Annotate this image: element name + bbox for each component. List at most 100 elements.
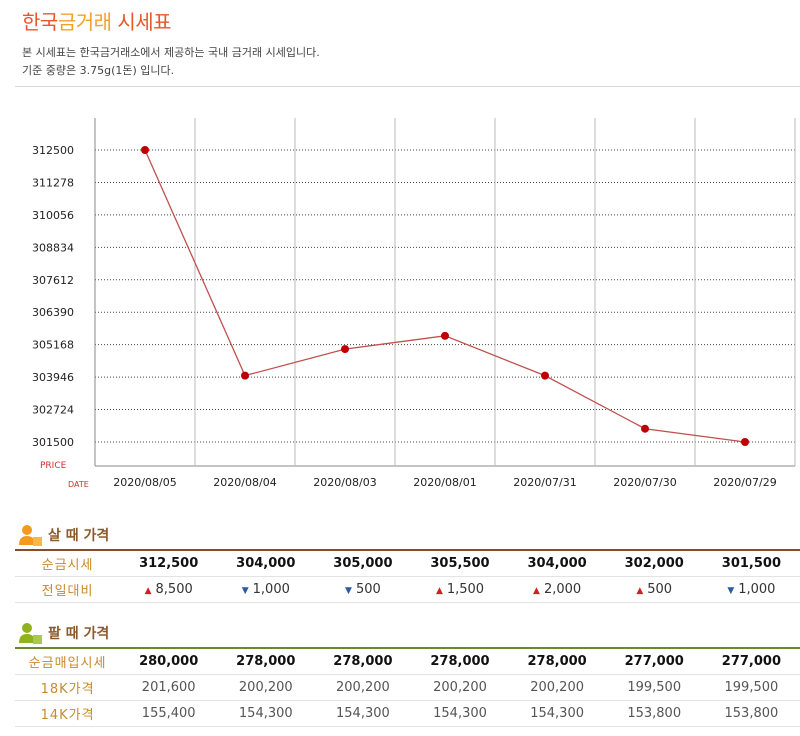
x-tick-label: 2020/07/31 — [513, 476, 576, 489]
price-cell: 301,500 — [702, 550, 800, 577]
x-tick-label: 2020/08/05 — [113, 476, 176, 489]
y-tick-label: 311278 — [32, 176, 74, 189]
row-label: 순금매입시세 — [15, 648, 121, 675]
buy-section-label: 살 때 가격 — [48, 528, 110, 544]
table-row: 순금매입시세 280,000 278,000 278,000 278,000 278,0… — [15, 648, 800, 675]
header-divider — [15, 86, 800, 87]
row-label: 18K가격 — [15, 674, 121, 701]
arrow-down-icon: ▼ — [727, 586, 735, 596]
price-cell: 278,000 — [411, 648, 509, 675]
x-tick-label: 2020/07/29 — [713, 476, 776, 489]
table-row: 14K가격 155,400 154,300 154,300 154,300 154,30… — [15, 700, 800, 727]
change-cell: ▲ 2,000 — [508, 576, 606, 603]
price-cell: 305,000 — [314, 550, 412, 577]
price-cell: 304,000 — [508, 550, 606, 577]
table-row: 전일대비 ▲ 8,500 ▼ 1,000 ▼ 500 ▲ 1,500 ▲ 2,000 ▲ 500 ▼ 1,… — [15, 576, 800, 603]
y-tick-label: 308834 — [32, 241, 74, 254]
data-point — [241, 371, 249, 380]
buy-section-title: 살 때 가격 — [18, 524, 109, 546]
price-cell: 199,500 — [702, 674, 800, 701]
y-tick-label: 305168 — [32, 339, 74, 352]
y-tick-label: 307612 — [32, 274, 74, 287]
change-cell: ▼ 1,000 — [702, 576, 800, 603]
plot-area — [95, 118, 795, 466]
x-axis-label: DATE — [68, 480, 89, 489]
sell-section-title: 팔 때 가격 — [18, 622, 109, 644]
change-cell: ▼ 500 — [314, 576, 412, 603]
change-cell: ▲ 500 — [605, 576, 703, 603]
price-cell: 312,500 — [120, 550, 218, 577]
x-tick-label: 2020/08/04 — [213, 476, 276, 489]
sell-section-label: 팔 때 가격 — [48, 626, 110, 642]
change-cell: ▲ 1,500 — [411, 576, 509, 603]
y-tick-label: 312500 — [32, 144, 74, 157]
change-value: 500 — [355, 582, 381, 597]
arrow-up-icon: ▲ — [533, 586, 540, 596]
arrow-up-icon: ▲ — [636, 586, 644, 596]
y-tick-label: 301500 — [32, 436, 74, 449]
change-value: 1,000 — [738, 582, 776, 597]
change-value: 1,000 — [252, 582, 290, 597]
y-tick-label: 310056 — [32, 209, 74, 222]
price-cell: 277,000 — [702, 648, 800, 675]
price-cell: 304,000 — [217, 550, 315, 577]
price-cell: 305,500 — [411, 550, 509, 577]
data-point — [541, 371, 549, 380]
price-cell: 280,000 — [120, 648, 218, 675]
change-value: 8,500 — [155, 582, 193, 597]
description-line-1: 본 시세표는 한국금거래소에서 제공하는 국내 금거래 시세입니다. — [22, 46, 320, 59]
arrow-up-icon: ▲ — [144, 586, 152, 596]
price-cell: 302,000 — [605, 550, 703, 577]
row-label: 14K가격 — [15, 700, 121, 727]
arrow-up-icon: ▲ — [435, 586, 443, 596]
y-tick-label: 306390 — [32, 306, 74, 319]
price-cell: 200,200 — [217, 674, 315, 701]
x-tick-label: 2020/08/03 — [313, 476, 376, 489]
price-cell: 278,000 — [314, 648, 412, 675]
page-title: 한국금거래 시세표 — [22, 6, 172, 35]
change-cell: ▼ 1,000 — [217, 576, 315, 603]
arrow-down-icon: ▼ — [241, 586, 249, 596]
price-cell: 278,000 — [217, 648, 315, 675]
buy-price-table: 순금시세 312,500 304,000 305,000 305,500 304,000… — [15, 549, 800, 603]
change-value: 1,500 — [446, 582, 485, 597]
x-tick-label: 2020/07/30 — [613, 476, 676, 489]
change-value: 500 — [647, 582, 673, 597]
price-cell: 154,300 — [314, 700, 412, 727]
price-cell: 200,200 — [314, 674, 412, 701]
price-cell: 199,500 — [605, 674, 703, 701]
description-line-2: 기준 중량은 3.75g(1돈) 입니다. — [22, 64, 175, 77]
change-cell: ▲ 8,500 — [120, 576, 218, 603]
y-tick-label: 303946 — [32, 371, 74, 384]
title-main: 한국 — [22, 10, 58, 34]
data-point — [341, 345, 349, 354]
title-accent: 금거래 — [57, 10, 112, 34]
price-line-chart: 312500 311278 310056 308834 307612 306390 3051… — [32, 118, 796, 489]
sell-price-table: 순금매입시세 280,000 278,000 278,000 278,000 278,0… — [15, 647, 800, 727]
price-cell: 200,200 — [411, 674, 509, 701]
table-row: 18K가격 201,600 200,200 200,200 200,200 200,20… — [15, 674, 800, 701]
price-cell: 200,200 — [508, 674, 606, 701]
arrow-down-icon: ▼ — [345, 586, 352, 596]
price-cell: 201,600 — [120, 674, 218, 701]
data-point — [641, 424, 649, 433]
row-label: 순금시세 — [15, 550, 121, 577]
price-cell: 277,000 — [605, 648, 703, 675]
price-cell: 154,300 — [217, 700, 315, 727]
y-tick-label: 302724 — [32, 404, 74, 417]
person-icon — [19, 623, 42, 644]
x-tick-label: 2020/08/01 — [413, 476, 476, 489]
data-point — [741, 438, 749, 446]
title-rest: 시세표 — [111, 10, 172, 34]
price-cell: 278,000 — [508, 648, 606, 675]
table-row: 순금시세 312,500 304,000 305,000 305,500 304,000… — [15, 550, 800, 577]
person-icon — [19, 525, 42, 546]
price-cell: 154,300 — [411, 700, 509, 727]
y-axis-label: PRICE — [40, 461, 67, 471]
data-point — [441, 331, 449, 340]
row-label: 전일대비 — [15, 576, 121, 603]
price-cell: 154,300 — [508, 700, 606, 727]
price-cell: 153,800 — [702, 700, 800, 727]
price-cell: 153,800 — [605, 700, 703, 727]
price-cell: 155,400 — [120, 700, 218, 727]
